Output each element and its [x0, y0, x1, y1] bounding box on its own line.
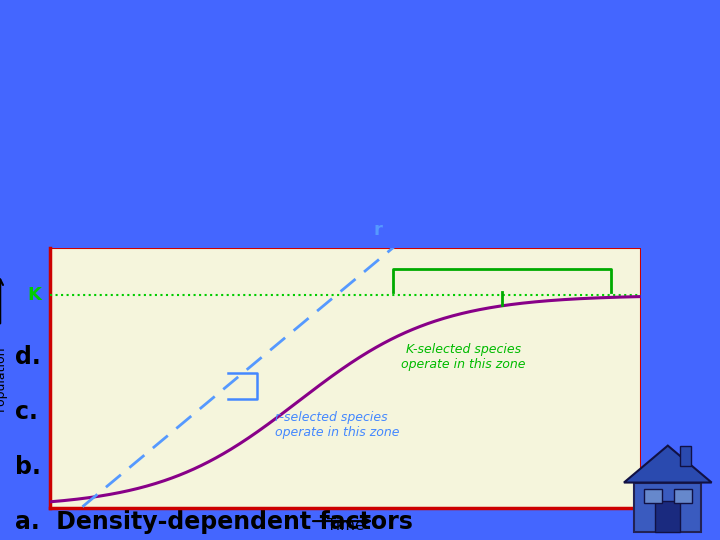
Text: b.  Density-independent factors: b. Density-independent factors — [15, 455, 439, 479]
Bar — [655, 501, 680, 532]
Text: c.  K-selected species: c. K-selected species — [15, 400, 300, 424]
Text: a.  Density-dependent factors: a. Density-dependent factors — [15, 510, 413, 534]
Text: Population: Population — [0, 345, 6, 411]
Bar — [680, 446, 690, 466]
Text: d.  r-selected species: d. r-selected species — [15, 345, 299, 369]
Bar — [674, 489, 692, 503]
Text: r-selected species
operate in this zone: r-selected species operate in this zone — [275, 410, 400, 438]
Text: Time: Time — [327, 518, 364, 534]
Bar — [644, 489, 662, 503]
Text: r: r — [374, 221, 382, 239]
Bar — [634, 483, 701, 532]
Text: K-selected species
operate in this zone: K-selected species operate in this zone — [402, 343, 526, 372]
Polygon shape — [624, 446, 711, 483]
Text: K: K — [27, 286, 42, 304]
